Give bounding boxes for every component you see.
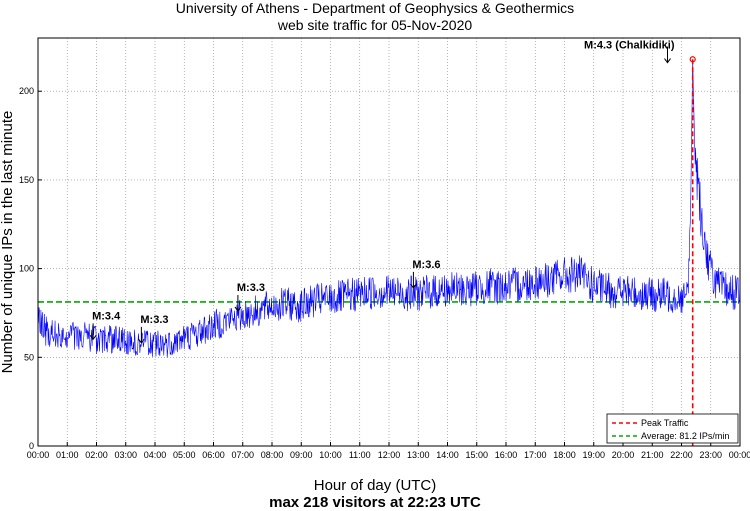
x-tick-label: 07:00 bbox=[231, 450, 254, 460]
x-tick-label: 00:00 bbox=[27, 450, 50, 460]
series-group bbox=[37, 59, 741, 358]
x-tick-label: 22:00 bbox=[670, 450, 693, 460]
y-axis-ticks: 0 50 100 150 200 bbox=[19, 86, 42, 451]
x-tick-label: 21:00 bbox=[641, 450, 664, 460]
grid-lines bbox=[38, 38, 740, 446]
x-tick-label: 09:00 bbox=[290, 450, 313, 460]
x-tick-label: 05:00 bbox=[173, 450, 196, 460]
x-tick-label: 14:00 bbox=[436, 450, 459, 460]
annotations-group: M:3.4 M:3.3 M:3.3 M:3.6 M:4.3 (Chalkidiki) bbox=[89, 40, 675, 344]
annotation-arrow-head bbox=[410, 283, 417, 289]
annotation-arrow-head bbox=[664, 58, 671, 64]
legend-box bbox=[606, 413, 739, 444]
annotation-label: M:3.6 bbox=[412, 259, 440, 271]
chart-title-line2: web site traffic for 05-Nov-2020 bbox=[277, 17, 472, 33]
x-tick-label: 15:00 bbox=[465, 450, 488, 460]
x-tick-label: 13:00 bbox=[407, 450, 430, 460]
x-tick-label: 10:00 bbox=[319, 450, 342, 460]
annotation-label: M:3.4 bbox=[92, 310, 121, 322]
x-tick-label: 18:00 bbox=[553, 450, 576, 460]
annotation-arrow-head bbox=[137, 338, 145, 344]
annotation-label: M:3.3 bbox=[140, 314, 168, 326]
x-tick-label: 04:00 bbox=[144, 450, 167, 460]
legend-average-label: Average: 81.2 IPs/min bbox=[641, 431, 729, 441]
y-tick-label: 150 bbox=[19, 175, 34, 185]
x-tick-label: 00:00 bbox=[729, 450, 750, 460]
x-tick-label: 01:00 bbox=[56, 450, 79, 460]
x-tick-label: 02:00 bbox=[85, 450, 108, 460]
x-tick-label: 23:00 bbox=[699, 450, 722, 460]
x-axis-ticks: 00:00 01:00 02:00 03:00 04:00 05:00 06:00 07:00… bbox=[27, 442, 750, 460]
peak-group bbox=[689, 56, 696, 446]
annotation-arrow-head bbox=[89, 335, 97, 341]
y-tick-label: 100 bbox=[19, 264, 34, 274]
annotation-label: M:3.3 bbox=[237, 282, 265, 294]
x-tick-label: 16:00 bbox=[495, 450, 518, 460]
peak-point bbox=[689, 56, 696, 63]
traffic-series-line bbox=[37, 59, 741, 358]
x-tick-label: 03:00 bbox=[114, 450, 137, 460]
x-tick-label: 08:00 bbox=[261, 450, 284, 460]
legend: Peak Traffic Average: 81.2 IPs/min bbox=[606, 413, 739, 444]
x-tick-label: 06:00 bbox=[202, 450, 225, 460]
x-tick-label: 20:00 bbox=[612, 450, 635, 460]
y-axis-label: Number of unique IPs in the last minute bbox=[0, 111, 16, 374]
x-tick-label: 11:00 bbox=[349, 450, 371, 460]
legend-peak-label: Peak Traffic bbox=[641, 418, 689, 428]
x-axis-label: Hour of day (UTC) bbox=[314, 477, 437, 494]
y-tick-label: 50 bbox=[24, 352, 34, 362]
x-tick-label: 17:00 bbox=[524, 450, 547, 460]
x-tick-label: 19:00 bbox=[582, 450, 605, 460]
chart-subtitle: max 218 visitors at 22:23 UTC bbox=[269, 494, 481, 511]
annotation-arrow-head bbox=[234, 306, 242, 312]
chart-title-line1: University of Athens - Department of Geo… bbox=[176, 0, 574, 16]
annotation-label: M:4.3 (Chalkidiki) bbox=[584, 40, 675, 52]
y-tick-label: 0 bbox=[29, 441, 34, 451]
x-tick-label: 12:00 bbox=[378, 450, 401, 460]
y-tick-label: 200 bbox=[19, 86, 34, 96]
